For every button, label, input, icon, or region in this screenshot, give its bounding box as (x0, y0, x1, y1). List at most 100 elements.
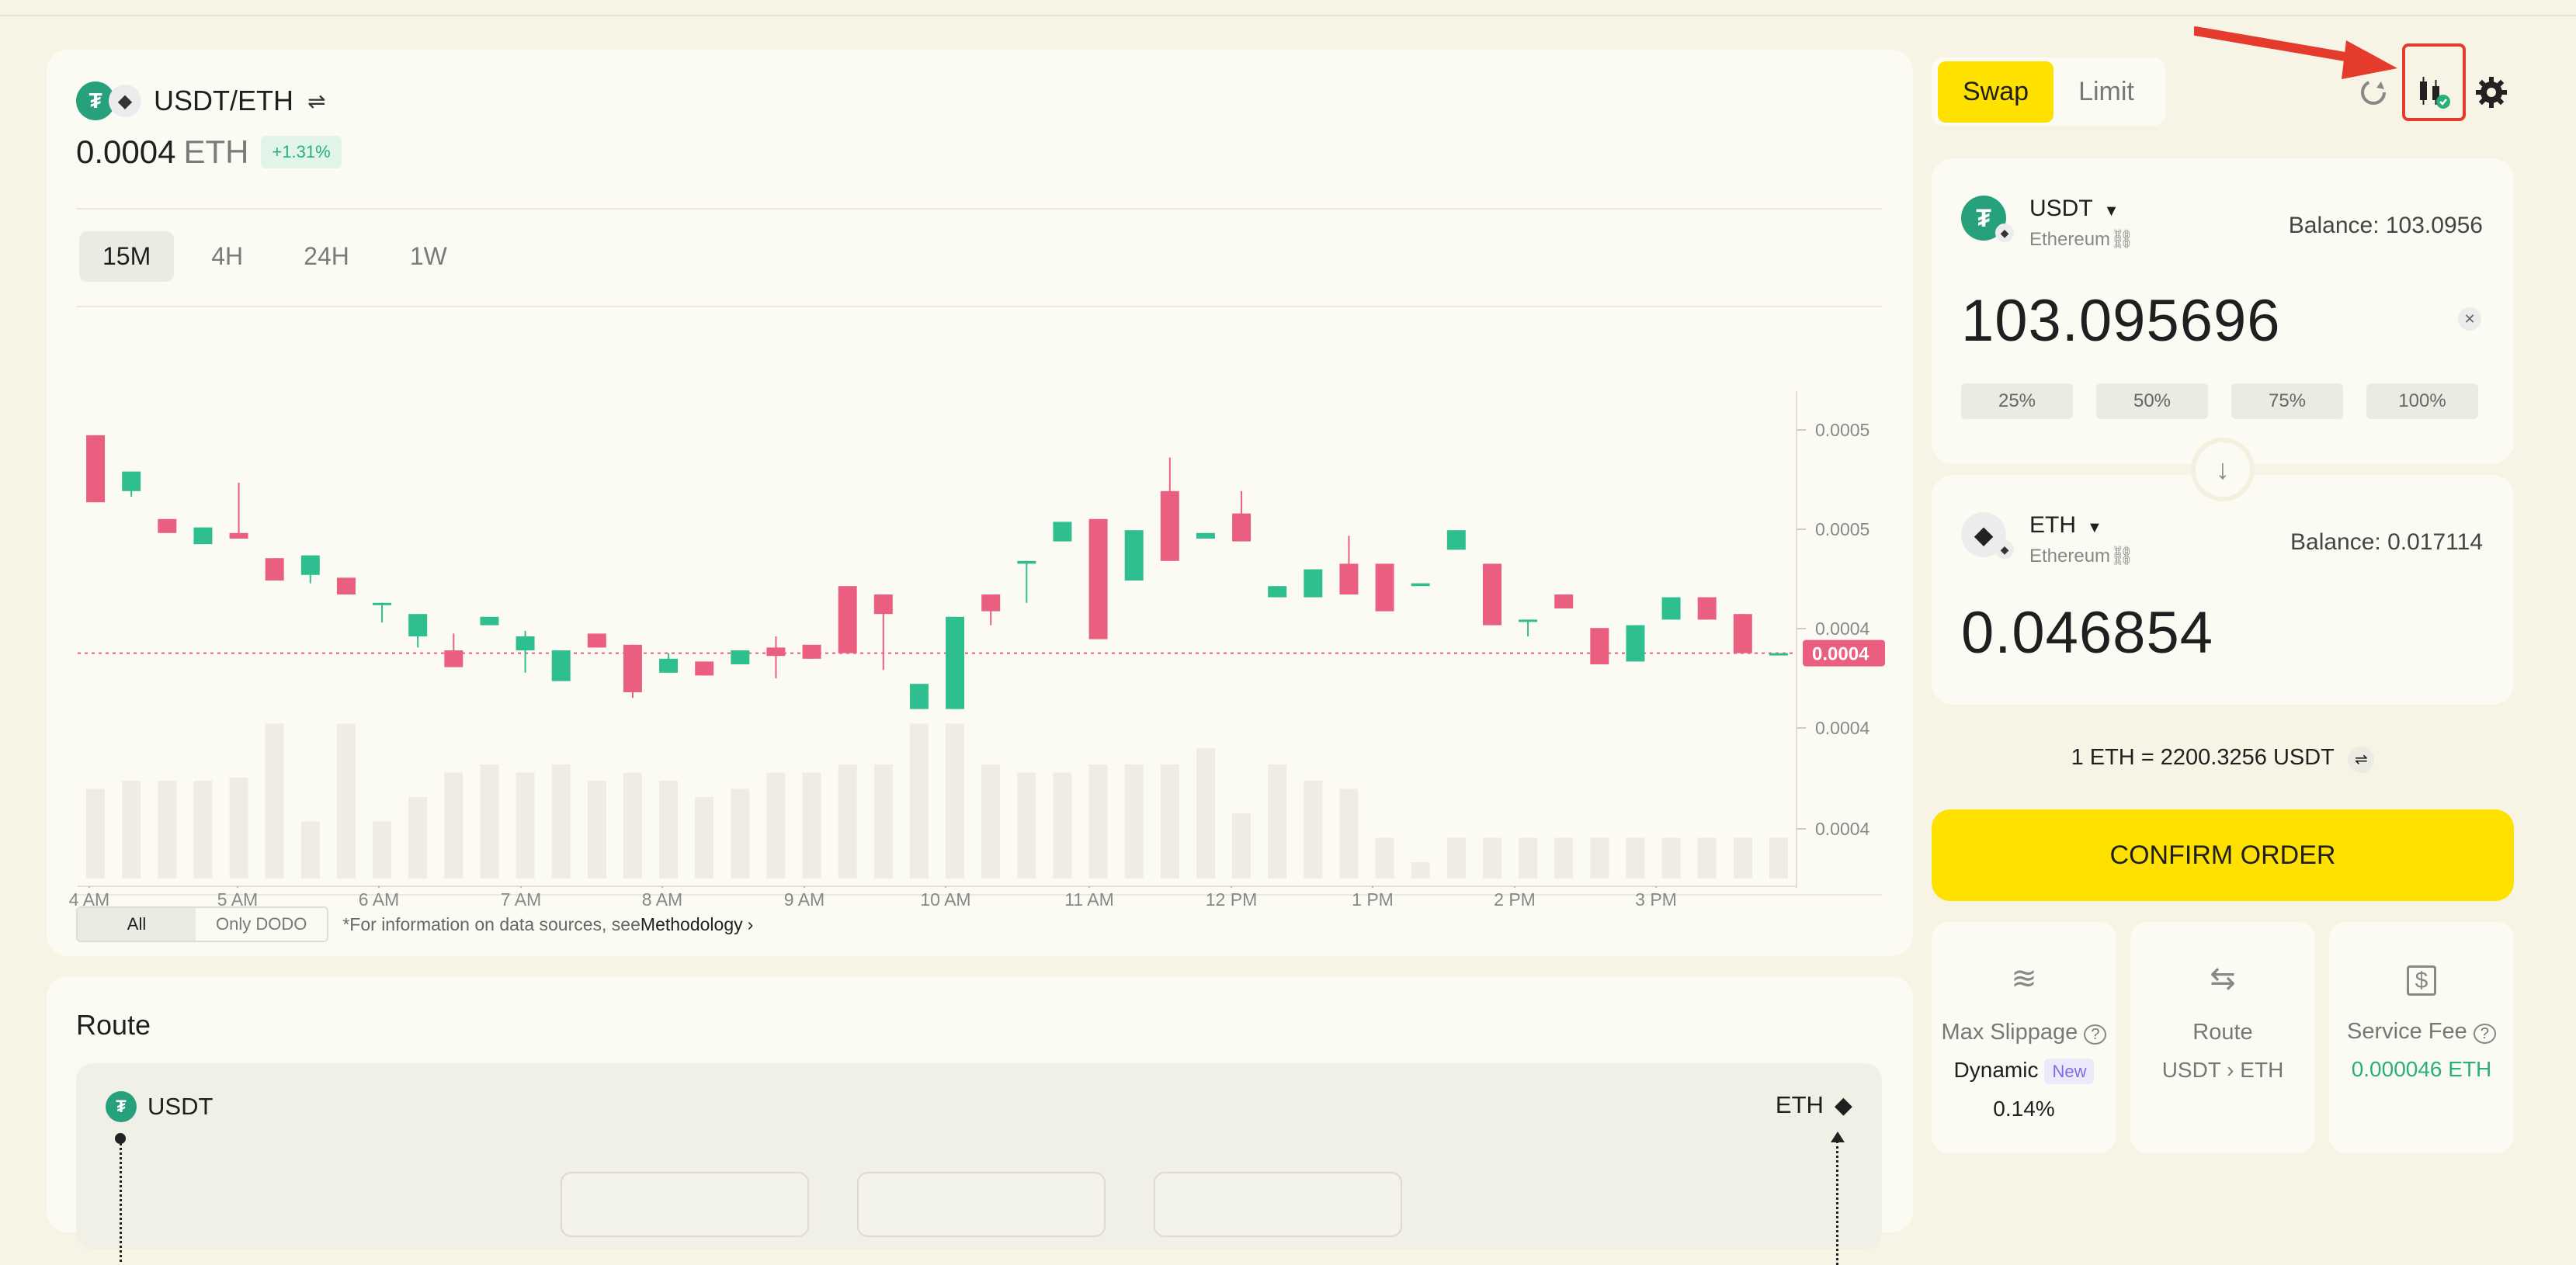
to-token-chain: Ethereum (2029, 546, 2111, 567)
candle-up (731, 650, 750, 664)
candle-down (766, 647, 786, 657)
route-diagram: ₮ USDT ETH ◆ (76, 1063, 1882, 1265)
price-unit: ETH (183, 133, 249, 170)
percent-75-button[interactable]: 75% (2231, 383, 2343, 419)
annotation-arrow (2194, 26, 2397, 79)
route-pool-box[interactable] (561, 1172, 809, 1237)
candle-up (1446, 530, 1466, 550)
percent-50-button[interactable]: 50% (2096, 383, 2208, 419)
percent-100-button[interactable]: 100% (2366, 383, 2478, 419)
divider (76, 894, 1882, 896)
volume-bar (1697, 837, 1717, 879)
dropdown-arrow-icon[interactable]: ▼ (2103, 203, 2119, 220)
service-fee-label: Service Fee (2347, 1019, 2467, 1044)
link-icon[interactable]: ⛓ (2110, 546, 2134, 567)
candle-up (1661, 597, 1681, 620)
source-dodo-option[interactable]: Only DODO (196, 908, 328, 941)
candle-down (1590, 628, 1609, 664)
price-row: 0.0004 ETH +1.31% (76, 133, 342, 171)
x-tick-label: 10 AM (920, 889, 971, 910)
source-filter-row: All Only DODO *For information on data s… (76, 906, 753, 942)
route-pool-box[interactable] (1154, 1172, 1402, 1237)
to-token-symbol: ETH (2029, 512, 2076, 538)
from-balance: Balance: 103.0956 (2288, 213, 2483, 238)
order-type-tabs: Swap Limit (1932, 57, 2165, 126)
swap-arrows-icon[interactable]: ⇌ (2348, 747, 2375, 773)
tab-swap[interactable]: Swap (1938, 61, 2054, 123)
volume-bar (909, 723, 929, 879)
route-dot (115, 1133, 126, 1144)
candlestick-chart[interactable]: 0.0005 0.0005 0.0004 0.0004 0.0004 0.0004 (47, 329, 1913, 888)
route-card: Route ₮ USDT ETH ◆ (47, 976, 1913, 1265)
timeframe-selector: 15M 4H 24H 1W (79, 231, 470, 282)
source-all-option[interactable]: All (78, 908, 196, 941)
volume-bar (1232, 813, 1252, 879)
volume-bar (1088, 764, 1108, 879)
candle-down (1160, 490, 1179, 561)
from-token-card: ₮ ◆ USDT ▼ Ethereum⛓ Balance: 103.0956 10… (1932, 158, 2514, 464)
candle-down (981, 594, 1001, 612)
candle-up (408, 614, 428, 636)
candle-up (516, 636, 535, 650)
help-icon[interactable]: ? (2084, 1024, 2107, 1045)
waves-icon: ≋ (2011, 962, 2037, 996)
link-icon[interactable]: ⛓ (2110, 229, 2134, 250)
candle-down (838, 586, 857, 653)
timeframe-15m[interactable]: 15M (79, 231, 175, 282)
route-from-label: USDT (148, 1093, 214, 1120)
candle-down (1697, 597, 1717, 620)
volume-bar (336, 723, 356, 879)
candle-down (336, 577, 356, 594)
volume-bar (1339, 788, 1359, 879)
candle-down (1232, 513, 1252, 542)
volume-bar (1554, 837, 1574, 879)
volume-bar (731, 788, 750, 879)
volume-bar (1268, 764, 1287, 879)
candle-up (946, 616, 965, 709)
route-info-label: Route (2192, 1020, 2253, 1045)
confirm-order-button[interactable]: CONFIRM ORDER (1932, 809, 2514, 901)
timeframe-1w[interactable]: 1W (409, 242, 447, 270)
close-icon[interactable]: ✕ (2458, 307, 2481, 331)
dropdown-arrow-icon[interactable]: ▼ (2087, 519, 2102, 536)
candle-down (1554, 594, 1574, 608)
candle-down (695, 661, 714, 676)
candle-up (1053, 522, 1072, 542)
to-balance: Balance: 0.017114 (2290, 529, 2483, 555)
x-tick-label: 9 AM (783, 889, 825, 910)
service-fee-card[interactable]: $ Service Fee ? 0.000046 ETH (2329, 922, 2514, 1153)
slippage-mode: Dynamic (1953, 1058, 2039, 1082)
volume-bar (551, 764, 571, 879)
volume-bar (1733, 837, 1752, 879)
arrow-down-icon[interactable]: ↓ (2191, 438, 2255, 501)
percent-25-button[interactable]: 25% (1961, 383, 2073, 419)
eth-logo-icon: ◆ (109, 85, 141, 117)
route-line-left (120, 1138, 122, 1262)
volume-bar (981, 764, 1001, 879)
to-token-selector[interactable]: ◆ ◆ ETH ▼ Ethereum⛓ (1961, 512, 2134, 567)
route-info-card[interactable]: ⇆ Route USDT › ETH (2130, 922, 2315, 1153)
candle-down (229, 532, 248, 539)
candle-down (265, 558, 284, 581)
x-tick-label: 1 PM (1352, 889, 1394, 910)
route-pool-box[interactable] (857, 1172, 1106, 1237)
volume-bar (1769, 837, 1788, 879)
from-amount-input[interactable]: 103.095696 (1961, 288, 2281, 354)
from-token-selector[interactable]: ₮ ◆ USDT ▼ Ethereum⛓ (1961, 196, 2134, 251)
methodology-link[interactable]: Methodology (640, 913, 743, 934)
slippage-card[interactable]: ≋ Max Slippage ? Dynamic New 0.14% (1932, 922, 2116, 1153)
x-tick-label: 3 PM (1635, 889, 1677, 910)
timeframe-24h[interactable]: 24H (304, 242, 349, 270)
timeframe-4h[interactable]: 4H (211, 242, 244, 270)
candlestick-chart-icon[interactable] (2410, 68, 2456, 115)
volume-bar (1411, 862, 1430, 879)
refresh-icon[interactable] (2356, 75, 2391, 110)
candle-down (158, 518, 177, 533)
help-icon[interactable]: ? (2473, 1024, 2496, 1044)
pair-header: ₮ ◆ USDT/ETH ⇌ (76, 79, 325, 123)
swap-arrows-icon[interactable]: ⇌ (307, 88, 326, 113)
slippage-label: Max Slippage (1941, 1020, 2078, 1045)
gear-icon[interactable] (2472, 73, 2511, 112)
x-axis-labels: 4 AM 5 AM 6 AM 7 AM 8 AM 9 AM 10 AM 11 AM 12 PM 1… (47, 889, 1913, 920)
tab-limit[interactable]: Limit (2078, 76, 2134, 106)
